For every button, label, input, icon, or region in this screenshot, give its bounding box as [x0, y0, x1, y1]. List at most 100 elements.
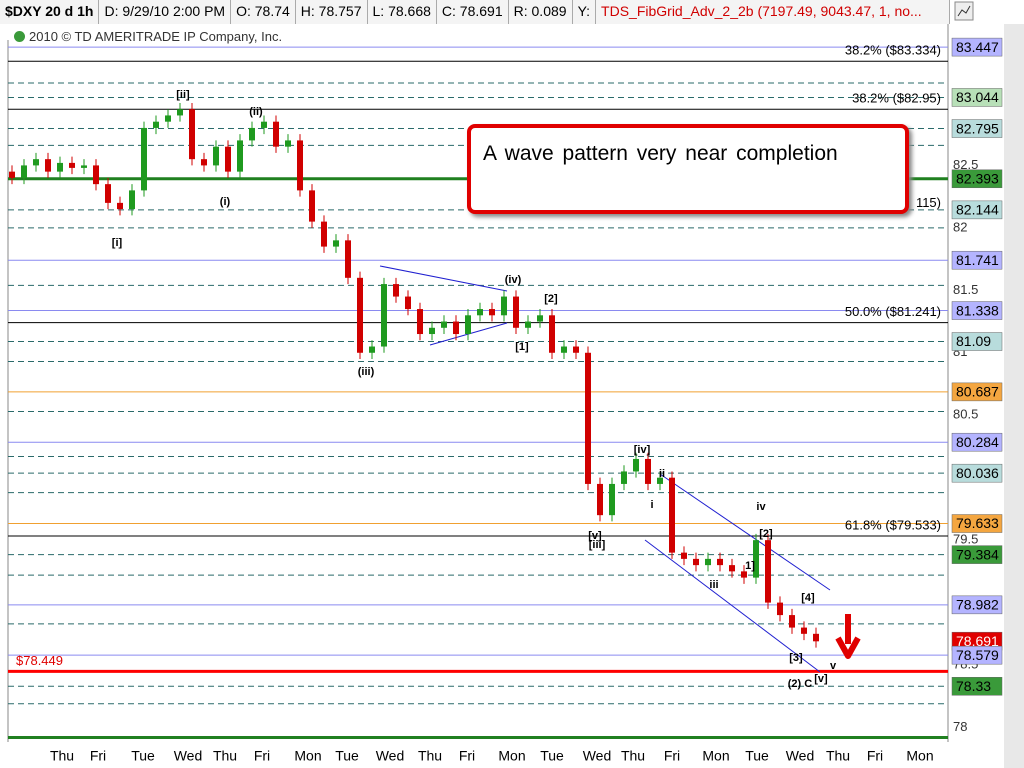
wave-label: v	[830, 660, 837, 672]
low: L: 78.668	[368, 0, 437, 24]
candle-body	[393, 284, 399, 297]
candle-body	[105, 184, 111, 203]
last-price-label: $78.449	[16, 653, 63, 668]
price-tag	[951, 169, 1003, 189]
wave-label: [1]	[515, 341, 529, 353]
price-tag	[951, 382, 1003, 402]
fib-label: 38.2% ($82.95)	[852, 91, 941, 106]
candle-body	[609, 483, 615, 516]
candle-body	[453, 321, 459, 335]
candle-body	[129, 190, 135, 210]
wave-label: [v]	[588, 530, 602, 542]
candle-body	[249, 127, 255, 141]
wave-label: (ii)	[249, 106, 263, 118]
x-tick-label: Tue	[540, 748, 564, 764]
x-tick-label: Thu	[213, 748, 237, 764]
price-tag-label: 82.393	[956, 170, 999, 186]
symbol[interactable]: $DXY 20 d 1h	[0, 0, 100, 24]
candle-body	[153, 121, 159, 128]
price-tag-label: 81.338	[956, 302, 999, 318]
candle-body	[441, 321, 447, 328]
x-tick-label: Thu	[418, 748, 442, 764]
study-name[interactable]: TDS_FibGrid_Adv_2_2b (7197.49, 9043.47, …	[596, 0, 950, 24]
trend-line	[644, 539, 821, 673]
price-tag	[951, 463, 1003, 483]
scroll-strip[interactable]	[1004, 24, 1024, 768]
candle-body	[261, 121, 267, 128]
wave-label: iv	[756, 501, 766, 513]
y-tick-label: 78	[953, 719, 967, 734]
candle-body	[285, 140, 291, 147]
price-tag-label: 79.633	[956, 515, 999, 531]
candle-body	[201, 159, 207, 166]
price-tag-label: 82.795	[956, 120, 999, 136]
candle-body	[729, 565, 735, 572]
fib-label: 115)	[916, 195, 941, 210]
header-bar: $DXY 20 d 1h D: 9/29/10 2:00 PM O: 78.74…	[0, 0, 950, 25]
candle-body	[597, 483, 603, 516]
trend-line	[379, 265, 508, 292]
candle-body	[765, 540, 771, 603]
candle-body	[141, 127, 147, 191]
candle-body	[753, 540, 759, 578]
x-tick-label: Thu	[826, 748, 850, 764]
copyright: 2010 © TD AMERITRADE IP Company, Inc.	[14, 29, 282, 44]
candle-body	[273, 121, 279, 147]
candle-body	[525, 321, 531, 328]
candle-body	[741, 571, 747, 578]
price-tag	[951, 545, 1003, 564]
price-tag-label: 78.33	[956, 678, 991, 694]
candle-body	[669, 477, 675, 553]
candle-body	[237, 140, 243, 172]
price-tag	[951, 332, 1003, 351]
y-tick-label: 81.5	[953, 282, 978, 297]
candle-body	[33, 159, 39, 166]
x-tick-label: Fri	[254, 748, 270, 764]
candle-body	[645, 458, 651, 484]
candle-body	[345, 240, 351, 278]
x-tick-label: Fri	[664, 748, 680, 764]
x-tick-label: Thu	[621, 748, 645, 764]
candle-body	[717, 558, 723, 566]
trend-lines	[379, 265, 831, 673]
candle-body	[9, 171, 15, 178]
candle-body	[381, 284, 387, 347]
x-tick-label: Fri	[867, 748, 883, 764]
candle-body	[189, 109, 195, 160]
price-tag-label: 82.144	[956, 202, 999, 218]
wave-label: [ii]	[176, 89, 190, 101]
price-tag	[951, 119, 1003, 138]
candle-body	[117, 202, 123, 210]
candle-body	[81, 165, 87, 168]
x-tick-label: Wed	[583, 748, 612, 764]
price-tag-label: 80.687	[956, 384, 999, 400]
price-tag-label: 80.036	[956, 465, 999, 481]
candle-body	[801, 627, 807, 634]
candle-body	[297, 140, 303, 191]
wave-label: [iv]	[634, 444, 651, 456]
wave-label: [iii]	[589, 539, 606, 551]
wave-label: ii	[659, 468, 665, 480]
price-tag-label: 81.09	[956, 333, 991, 349]
price-tag	[951, 677, 1003, 696]
fib-label: 50.0% ($81.241)	[845, 304, 941, 319]
high: H: 78.757	[296, 0, 368, 24]
wave-label: [v]	[814, 673, 828, 685]
price-tag-label: 78.691	[956, 633, 999, 649]
candle-body	[705, 558, 711, 566]
candle-body	[621, 471, 627, 484]
candle-body	[813, 633, 819, 642]
candle-body	[357, 277, 363, 353]
x-tick-label: Fri	[459, 748, 475, 764]
price-tag	[951, 645, 1003, 665]
candle-body	[633, 458, 639, 472]
candle-body	[405, 296, 411, 310]
x-tick-label: Fri	[90, 748, 106, 764]
candle-body	[489, 309, 495, 316]
price-tag	[951, 432, 1003, 452]
price-tag	[951, 250, 1003, 270]
wave-label: [4]	[801, 592, 815, 604]
wave-label: [3]	[789, 652, 803, 664]
